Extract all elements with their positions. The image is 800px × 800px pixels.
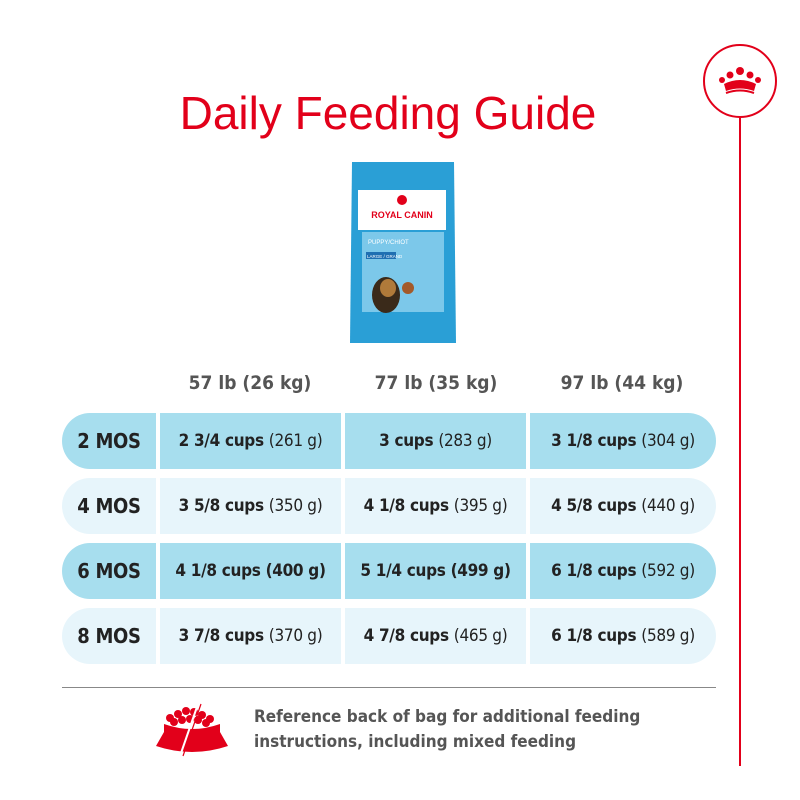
royal-canin-crown-logo xyxy=(703,44,777,118)
table-cell: 6 1/8 cups (589 g) xyxy=(530,608,716,664)
table-cell: 3 7/8 cups (370 g) xyxy=(160,608,341,664)
table-row: 8 MOS 3 7/8 cups (370 g) 4 7/8 cups (465… xyxy=(62,608,716,664)
table-cell: 6 1/8 cups (592 g) xyxy=(530,543,716,599)
row-age: 2 MOS xyxy=(62,413,156,469)
table-cell: 5 1/4 cups (499 g) xyxy=(345,543,526,599)
table-cell: 2 3/4 cups (261 g) xyxy=(160,413,341,469)
table-cell: 4 1/8 cups (400 g) xyxy=(160,543,341,599)
note-line-2: instructions, including mixed feeding xyxy=(254,732,577,752)
note-line-1: Reference back of bag for additional fee… xyxy=(254,707,641,727)
row-age: 6 MOS xyxy=(62,543,156,599)
bag-product-text: PUPPY/CHIOT xyxy=(368,240,409,246)
bag-size-text: LARGE / GRAND xyxy=(367,254,403,259)
food-bowl-icon xyxy=(152,702,232,762)
table-cell: 3 5/8 cups (350 g) xyxy=(160,478,341,534)
row-age: 4 MOS xyxy=(62,478,156,534)
row-age: 8 MOS xyxy=(62,608,156,664)
feeding-note: Reference back of bag for additional fee… xyxy=(254,705,640,755)
table-cell: 4 7/8 cups (465 g) xyxy=(345,608,526,664)
decorative-red-line xyxy=(739,118,741,766)
table-cell: 4 5/8 cups (440 g) xyxy=(530,478,716,534)
table-cell: 3 1/8 cups (304 g) xyxy=(530,413,716,469)
divider xyxy=(62,687,716,688)
product-bag-image: ROYAL CANIN PUPPY/CHIOT LARGE / GRAND xyxy=(348,160,458,345)
table-row: 4 MOS 3 5/8 cups (350 g) 4 1/8 cups (395… xyxy=(62,478,716,534)
bag-logo-text: ROYAL CANIN xyxy=(371,210,433,220)
column-header-57lb: 57 lb (26 kg) xyxy=(188,372,312,394)
column-header-77lb: 77 lb (35 kg) xyxy=(374,372,498,394)
column-header-97lb: 97 lb (44 kg) xyxy=(560,372,684,394)
table-cell: 4 1/8 cups (395 g) xyxy=(345,478,526,534)
page-title: Daily Feeding Guide xyxy=(179,87,597,139)
crown-icon xyxy=(719,67,761,94)
table-row: 2 MOS 2 3/4 cups (261 g) 3 cups (283 g) … xyxy=(62,413,716,469)
table-cell: 3 cups (283 g) xyxy=(345,413,526,469)
table-row: 6 MOS 4 1/8 cups (400 g) 5 1/4 cups (499… xyxy=(62,543,716,599)
